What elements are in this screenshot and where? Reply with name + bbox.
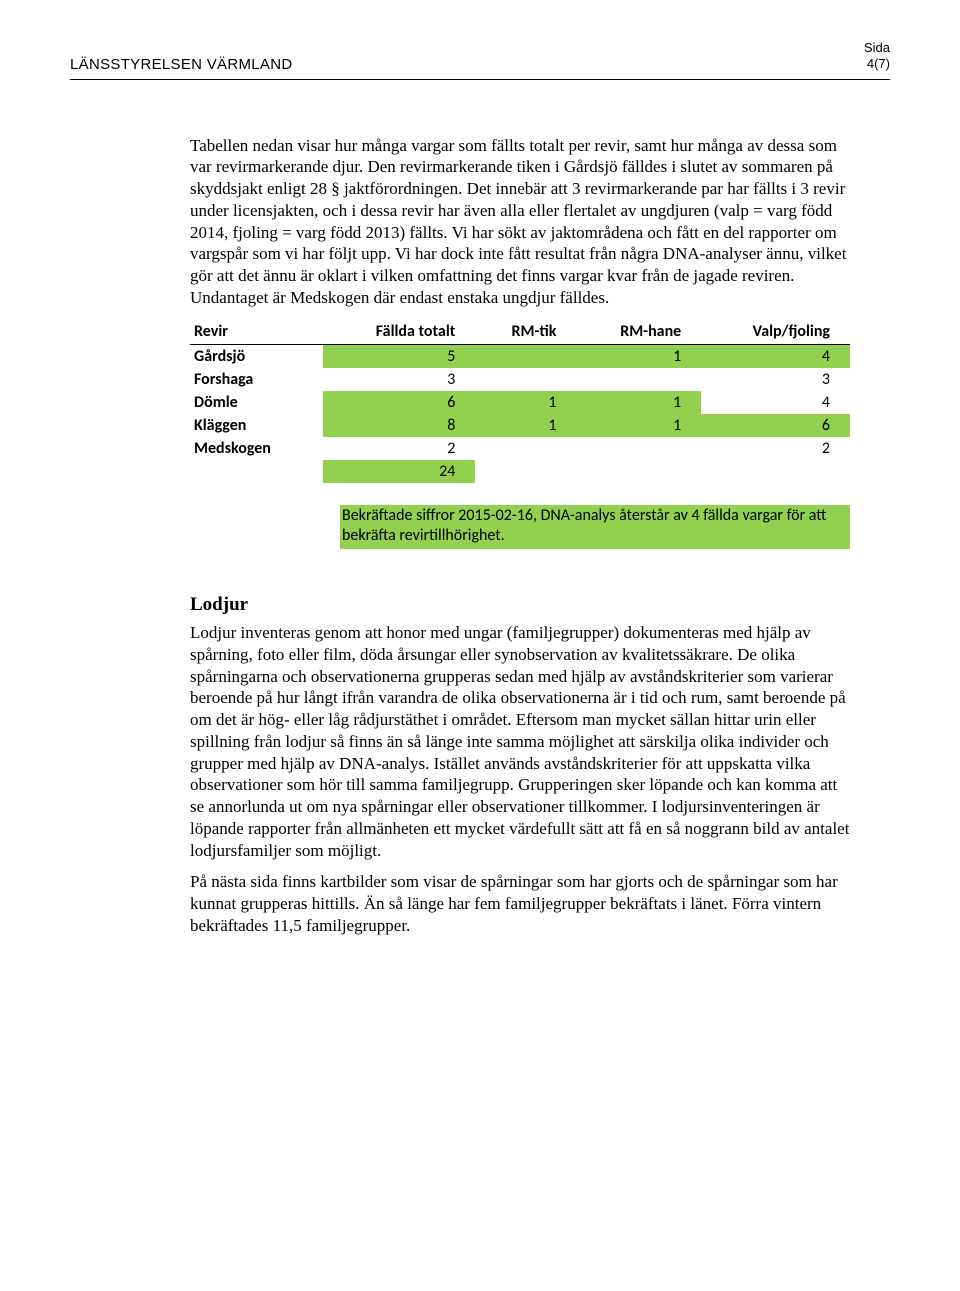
cell-revir <box>190 460 323 483</box>
sida-label: Sida <box>864 40 890 56</box>
intro-paragraph: Tabellen nedan visar hur många vargar so… <box>190 135 850 309</box>
page-number: 4(7) <box>864 56 890 72</box>
table-note: Bekräftade siffror 2015-02-16, DNA-analy… <box>340 505 850 550</box>
col-rmhane: RM-hane <box>576 319 701 345</box>
table-note-wrap: Bekräftade siffror 2015-02-16, DNA-analy… <box>190 505 850 550</box>
lodjur-heading: Lodjur <box>190 594 850 616</box>
cell-rmhane: 1 <box>576 344 701 368</box>
table-row: Kläggen8116 <box>190 414 850 437</box>
table-row: Dömle6114 <box>190 391 850 414</box>
lodjur-p1: Lodjur inventeras genom att honor med un… <box>190 622 850 861</box>
cell-rmhane: 1 <box>576 414 701 437</box>
col-fallda: Fällda totalt <box>323 319 475 345</box>
col-rmtik: RM-tik <box>475 319 576 345</box>
cell-fallda: 3 <box>323 368 475 391</box>
page-indicator: Sida 4(7) <box>864 40 890 73</box>
cell-fallda: 5 <box>323 344 475 368</box>
cell-valp: 4 <box>701 391 850 414</box>
cell-valp: 3 <box>701 368 850 391</box>
cell-rmtik: 1 <box>475 414 576 437</box>
cell-fallda: 8 <box>323 414 475 437</box>
cell-valp: 6 <box>701 414 850 437</box>
cell-empty <box>576 460 701 483</box>
cell-fallda: 2 <box>323 437 475 460</box>
table-row: Medskogen22 <box>190 437 850 460</box>
cell-empty <box>701 460 850 483</box>
cell-fallda: 6 <box>323 391 475 414</box>
page-header: LÄNSSTYRELSEN VÄRMLAND Sida 4(7) <box>70 40 890 73</box>
cell-revir: Medskogen <box>190 437 323 460</box>
header-divider <box>70 79 890 80</box>
cell-valp: 4 <box>701 344 850 368</box>
table-row: Gårdsjö5 14 <box>190 344 850 368</box>
cell-rmhane <box>576 437 701 460</box>
cell-revir: Kläggen <box>190 414 323 437</box>
cell-rmtik <box>475 344 576 368</box>
table-row: Forshaga33 <box>190 368 850 391</box>
cell-revir: Gårdsjö <box>190 344 323 368</box>
cell-rmhane <box>576 368 701 391</box>
org-name: LÄNSSTYRELSEN VÄRMLAND <box>70 56 293 73</box>
col-valp: Valp/fjoling <box>701 319 850 345</box>
cell-valp: 2 <box>701 437 850 460</box>
table-total-row: 24 <box>190 460 850 483</box>
cell-rmtik <box>475 437 576 460</box>
cell-revir: Dömle <box>190 391 323 414</box>
document-page: LÄNSSTYRELSEN VÄRMLAND Sida 4(7) Tabelle… <box>0 0 960 1007</box>
cell-rmtik <box>475 368 576 391</box>
cell-rmhane: 1 <box>576 391 701 414</box>
revir-table: Revir Fällda totalt RM-tik RM-hane Valp/… <box>190 319 850 483</box>
lodjur-p2: På nästa sida finns kartbilder som visar… <box>190 871 850 936</box>
content-column: Tabellen nedan visar hur många vargar so… <box>190 135 850 937</box>
cell-revir: Forshaga <box>190 368 323 391</box>
table-header-row: Revir Fällda totalt RM-tik RM-hane Valp/… <box>190 319 850 345</box>
cell-empty <box>475 460 576 483</box>
col-revir: Revir <box>190 319 323 345</box>
cell-rmtik: 1 <box>475 391 576 414</box>
cell-total: 24 <box>323 460 475 483</box>
